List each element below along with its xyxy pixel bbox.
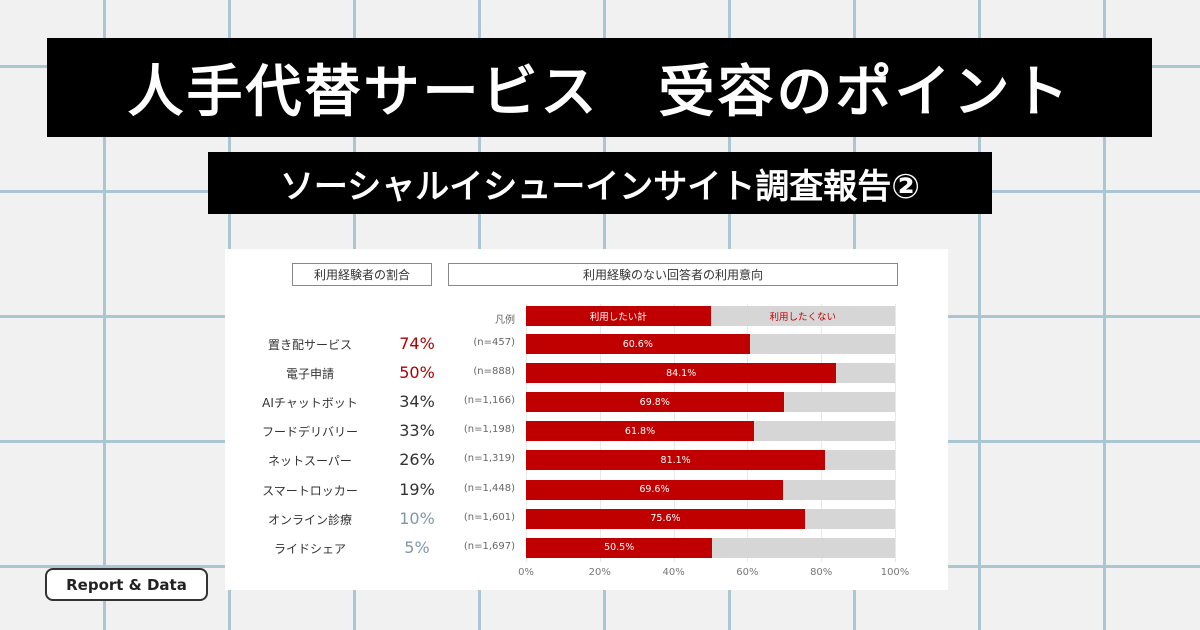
sample-size: (n=1,697) [463,540,515,552]
page-title: 人手代替サービス 受容のポイント [47,38,1152,137]
experience-value: 5% [404,537,430,557]
bar-no [836,363,895,384]
category-label: AIチャットボット [262,396,358,411]
experience-value: 19% [399,479,435,499]
bar-row: 75.6% [526,508,895,529]
bar-yes: 81.1% [526,450,826,471]
bar-yes: 50.5% [526,537,713,558]
sample-size: (n=1,448) [463,482,515,494]
bar-no [782,479,895,500]
bar-no [804,508,895,529]
category-label: ライドシェア [273,541,346,556]
bar-no [783,392,895,413]
category-label: ネットスーパー [268,454,352,469]
x-tick-label: 40% [662,567,685,578]
bar-row: 61.8% [526,421,895,442]
legend-yes: 利用したい計 [526,306,711,326]
bar-row: 50.5% [526,537,895,558]
x-tick-label: 60% [736,567,759,578]
sample-size: (n=1,198) [463,424,515,436]
legend-bar: 利用したい計 利用したくない [526,306,895,326]
chart-panel: 利用経験者の割合 利用経験のない回答者の利用意向 凡例 利用したい計 利用したく… [225,249,948,590]
page-subtitle: ソーシャルイシューインサイト調査報告② [208,152,992,214]
category-label: 置き配サービス [267,338,352,352]
bar-row: 81.1% [526,450,895,471]
bar-row: 84.1% [526,363,895,384]
sample-size: (n=1,601) [463,511,515,523]
experience-value: 34% [399,392,435,412]
bar-yes: 69.6% [526,479,783,500]
sample-size: (n=1,166) [463,395,515,407]
bar-no [754,421,895,442]
gridline [895,304,896,562]
legend-label: 凡例 [495,315,515,326]
sample-size: (n=888) [473,366,515,378]
category-label: フードデリバリー [261,425,358,440]
bar-no [825,450,895,471]
x-tick-label: 100% [880,567,910,578]
experience-value: 10% [399,508,435,528]
x-tick-label: 0% [518,567,534,578]
experience-value: 50% [399,363,435,383]
category-label: オンライン診療 [267,512,352,527]
left-header: 利用経験者の割合 [292,263,432,286]
bar-yes: 61.8% [526,421,755,442]
legend-no: 利用したくない [710,306,895,326]
bar-no [712,537,895,558]
bar-row: 69.6% [526,479,895,500]
experience-value: 74% [399,334,435,353]
right-header: 利用経験のない回答者の利用意向 [448,263,898,286]
bar-no [749,334,895,354]
category-label: 電子申請 [285,367,334,382]
bar-yes: 69.8% [526,392,784,413]
category-label: スマートロッカー [262,483,358,498]
bar-yes: 84.1% [526,363,837,384]
experience-value: 26% [399,450,435,470]
bar-row: 60.6% [526,334,895,354]
bar-yes: 60.6% [526,334,750,354]
bar-row: 69.8% [526,392,895,413]
experience-value: 33% [399,421,435,441]
bar-yes: 75.6% [526,508,805,529]
sample-size: (n=1,319) [463,453,515,465]
x-tick-label: 80% [810,567,833,578]
sample-size: (n=457) [473,337,515,348]
x-tick-label: 20% [588,567,611,578]
report-data-badge: Report & Data [45,568,208,601]
